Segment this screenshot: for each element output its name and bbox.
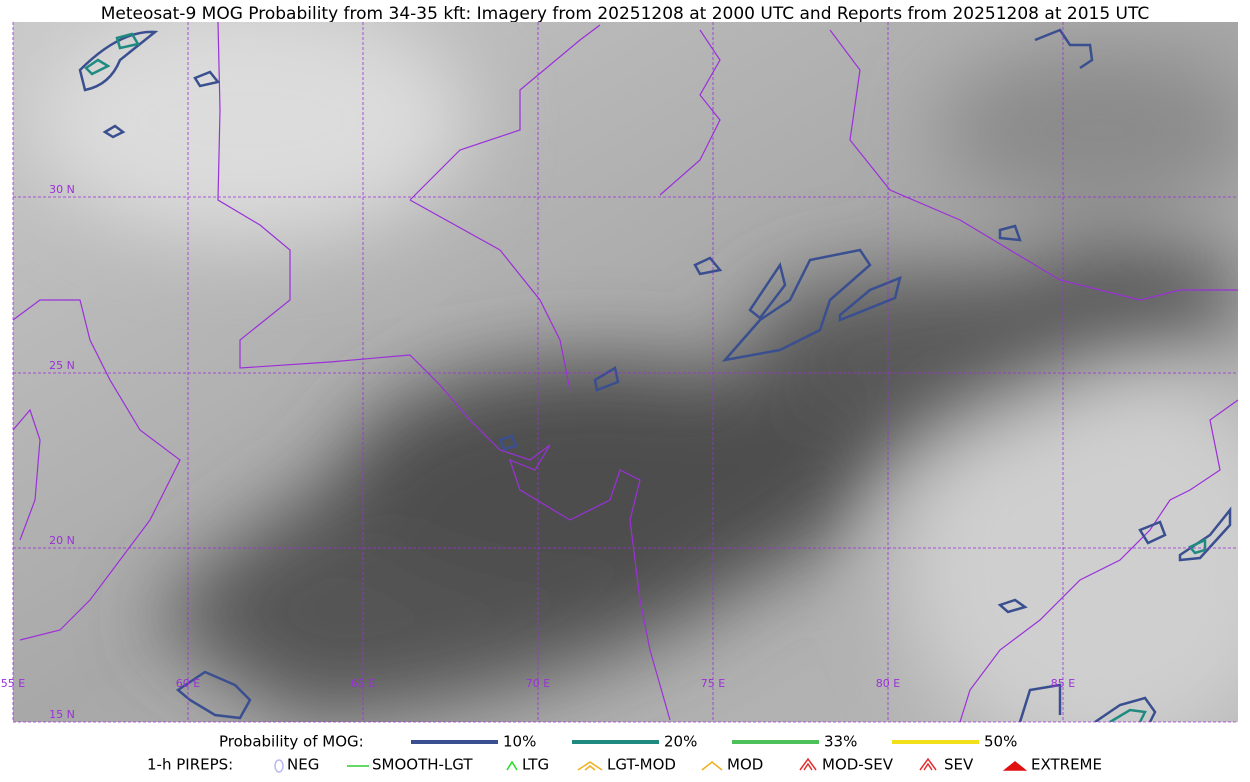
pirep-icon <box>577 761 603 771</box>
pirep-icon <box>274 759 284 773</box>
legend-label: EXTREME <box>1031 756 1102 774</box>
lat-label: 25 N <box>49 359 75 372</box>
pirep-icon <box>799 757 817 771</box>
icon-shape <box>506 760 518 771</box>
pirep-icon <box>506 760 518 771</box>
legend-title: Probability of MOG: <box>219 733 364 751</box>
coastlines <box>13 22 1238 722</box>
lon-label: 80 E <box>876 677 900 690</box>
legend-label: SMOOTH-LGT <box>372 756 473 774</box>
pirep-icon <box>919 757 937 771</box>
icon-shape <box>274 759 284 773</box>
lon-label: 60 E <box>176 677 200 690</box>
lat-label: 30 N <box>49 183 75 196</box>
lon-label: 65 E <box>351 677 375 690</box>
legend-label: MOD <box>727 756 763 774</box>
lon-label: 55 E <box>1 677 25 690</box>
lat-label: 15 N <box>49 708 75 721</box>
graticule <box>12 22 1238 723</box>
lon-label: 85 E <box>1051 677 1075 690</box>
legend-label: NEG <box>287 756 319 774</box>
legend-title: 1-h PIREPS: <box>147 756 233 774</box>
legend-label: 20% <box>664 733 697 751</box>
legend-label: LTG <box>522 756 549 774</box>
satellite-image <box>13 22 1238 722</box>
legend-label: LGT-MOD <box>607 756 676 774</box>
legend-label: SEV <box>944 756 974 774</box>
legend-label: 33% <box>824 733 857 751</box>
lat-label: 20 N <box>49 534 75 547</box>
title: Meteosat-9 MOG Probability from 34-35 kf… <box>101 4 1150 24</box>
lon-label: 70 E <box>526 677 550 690</box>
legend-label: 10% <box>503 733 536 751</box>
icon-shape <box>577 761 603 771</box>
icon-shape <box>799 757 817 771</box>
legend-label: 50% <box>984 733 1017 751</box>
legend-label: MOD-SEV <box>822 756 894 774</box>
pirep-icon <box>701 761 723 771</box>
icon-shape <box>1002 761 1028 771</box>
icon-shape <box>919 757 937 771</box>
mog-contours <box>78 28 1232 722</box>
icon-shape <box>701 761 723 771</box>
pirep-icon <box>1002 761 1028 771</box>
lon-label: 75 E <box>701 677 725 690</box>
